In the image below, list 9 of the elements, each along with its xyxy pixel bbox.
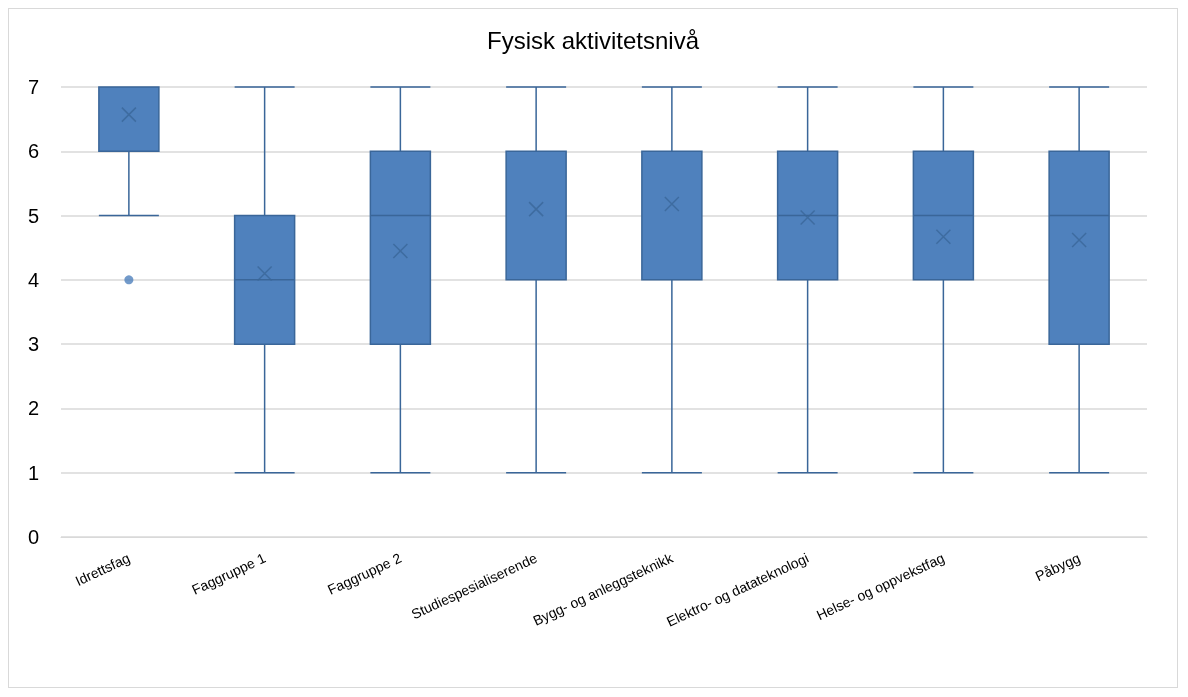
y-tick-label: 0 [27,526,39,548]
y-tick-label: 3 [27,333,39,356]
y-tick-label: 6 [27,140,39,163]
y-tick-label: 7 [27,76,39,98]
chart-title: Fysisk aktivitetsnivå [486,26,700,54]
y-tick-label: 4 [27,268,39,291]
y-tick-label: 1 [27,461,39,484]
y-tick-label: 2 [27,397,39,420]
y-tick-label: 5 [27,204,39,227]
